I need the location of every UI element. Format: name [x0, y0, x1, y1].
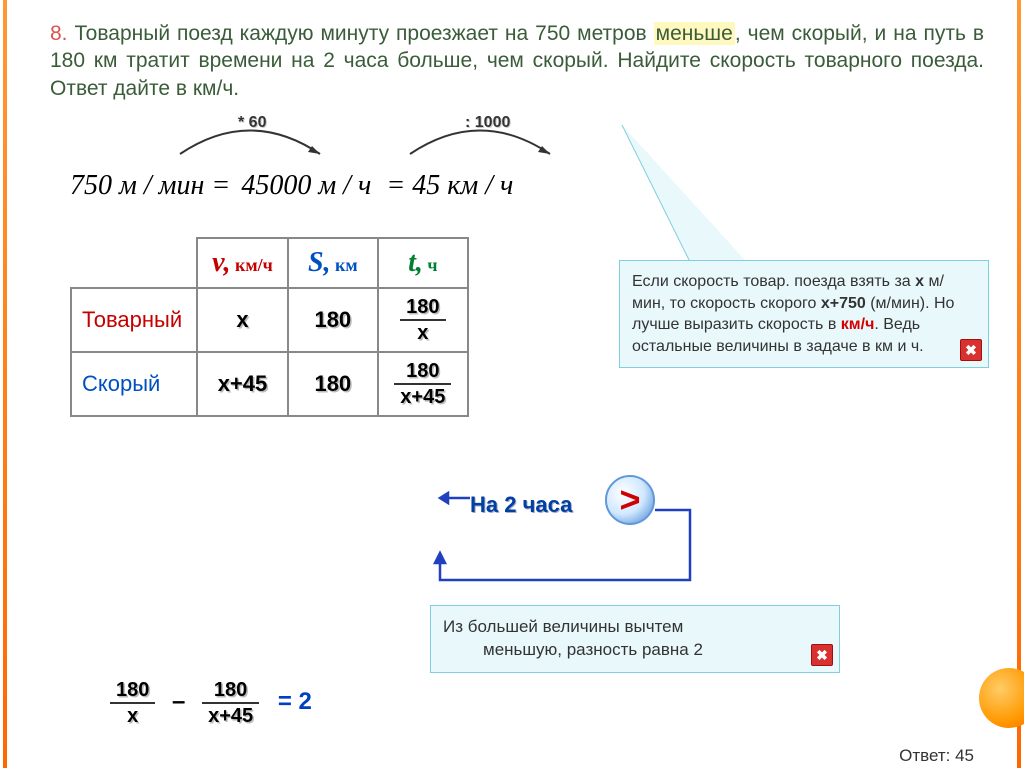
hint1-text-b: х	[915, 273, 924, 290]
conversion-step: 750 м / мин = 45000 м / ч = 45 км / ч	[70, 170, 513, 202]
close-icon[interactable]: ✖	[960, 339, 982, 361]
answer-line: Ответ: 45	[899, 746, 974, 766]
problem-text-1: Товарный поезд каждую минуту проезжает н…	[74, 22, 653, 45]
hint1-text-d: х+750	[821, 295, 866, 312]
hint-box-1: Если скорость товар. поезда взять за х м…	[619, 260, 989, 368]
conversion-label-1: * 60	[238, 114, 266, 132]
problem-highlight: меньше	[654, 22, 735, 45]
conversion-arcs	[160, 112, 660, 162]
header-velocity: v, км/ч	[197, 238, 288, 288]
fast-distance: 180	[288, 352, 378, 416]
header-time: t, ч	[378, 238, 468, 288]
unit-conversion: * 60 : 1000 750 м / мин = 45000 м / ч = …	[50, 112, 984, 202]
problem-number: 8.	[50, 22, 68, 45]
conv-step2: 45000 м / ч	[241, 170, 371, 201]
hint1-text-a: Если скорость товар. поезда взять за	[632, 273, 915, 290]
close-icon[interactable]: ✖	[811, 644, 833, 666]
hint2-line2: меньшую, разность равна 2	[443, 639, 827, 662]
hint2-line1: Из большей величины вычтем	[443, 616, 827, 639]
freight-distance: 180	[288, 288, 378, 352]
eq-minus: –	[172, 688, 185, 715]
conversion-label-2: : 1000	[465, 114, 510, 132]
eq-result: = 2	[278, 688, 312, 715]
conv-step3: = 45 км / ч	[386, 170, 513, 201]
row-fast-label: Скорый	[71, 352, 197, 416]
hint1-text-f: км/ч	[841, 316, 875, 333]
final-equation: 180х – 180х+45 = 2	[110, 680, 312, 726]
freight-time: 180х	[378, 288, 468, 352]
conv-step1: 750 м / мин =	[70, 170, 230, 201]
main-content: 8. Товарный поезд каждую минуту проезжае…	[0, 0, 1024, 437]
decorative-circle	[979, 668, 1024, 728]
comparison-arrows	[430, 470, 710, 600]
row-freight-label: Товарный	[71, 288, 197, 352]
problem-statement: 8. Товарный поезд каждую минуту проезжае…	[50, 20, 984, 102]
hint-box-2: Из большей величины вычтем меньшую, разн…	[430, 605, 840, 673]
freight-velocity: х	[197, 288, 288, 352]
data-table: v, км/ч S, км t, ч Товарный х 180 180х С…	[70, 237, 469, 417]
fast-velocity: х+45	[197, 352, 288, 416]
answer-value: 45	[955, 746, 974, 765]
header-distance: S, км	[288, 238, 378, 288]
answer-label: Ответ:	[899, 746, 955, 765]
fast-time: 180х+45	[378, 352, 468, 416]
